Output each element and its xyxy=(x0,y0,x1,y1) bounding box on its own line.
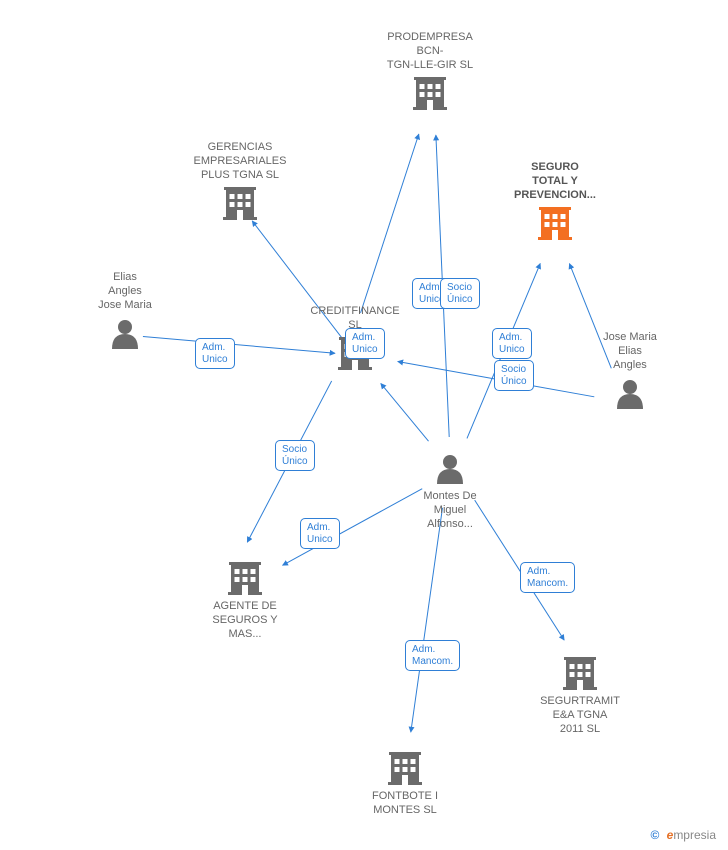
edge-label: Adm. Mancom. xyxy=(520,562,575,593)
node-label: SEGURTRAMIT E&A TGNA 2011 SL xyxy=(525,695,635,736)
node-label: Elias Angles Jose Maria xyxy=(70,271,180,312)
building-icon xyxy=(228,562,262,595)
edge-label: Adm. Unico xyxy=(345,328,385,359)
node-label: AGENTE DE SEGUROS Y MAS... xyxy=(190,600,300,641)
footer-credit: © empresia xyxy=(650,828,716,842)
edge-label: Adm. Mancom. xyxy=(405,640,460,671)
node-label: Montes De Miguel Alfonso... xyxy=(395,490,505,531)
edge-label: Socio Único xyxy=(275,440,315,471)
brand-rest: mpresia xyxy=(673,828,716,842)
node-label: GERENCIAS EMPRESARIALES PLUS TGNA SL xyxy=(185,141,295,182)
building-icon xyxy=(413,77,447,110)
node-label: Jose Maria Elias Angles xyxy=(575,331,685,372)
node-label: CREDITFINANCE SL xyxy=(300,305,410,333)
edge xyxy=(381,383,429,441)
person-icon xyxy=(112,320,138,349)
copyright-symbol: © xyxy=(650,828,659,842)
edge-label: Adm. Unico xyxy=(195,338,235,369)
building-icon xyxy=(388,752,422,785)
edge-label: Socio Único xyxy=(494,360,534,391)
node-label: SEGURO TOTAL Y PREVENCION... xyxy=(500,161,610,202)
edge-label: Adm. Unico xyxy=(300,518,340,549)
edge xyxy=(143,337,335,354)
person-icon xyxy=(617,380,643,409)
node-label: FONTBOTE I MONTES SL xyxy=(350,790,460,818)
edge-label: Adm. Unico xyxy=(492,328,532,359)
edge xyxy=(361,134,419,313)
building-icon xyxy=(538,207,572,240)
edge xyxy=(411,508,443,732)
node-label: PRODEMPRESA BCN- TGN-LLE-GIR SL xyxy=(375,31,485,72)
building-icon xyxy=(223,187,257,220)
person-icon xyxy=(437,455,463,484)
building-icon xyxy=(563,657,597,690)
edge-label: Socio Único xyxy=(440,278,480,309)
